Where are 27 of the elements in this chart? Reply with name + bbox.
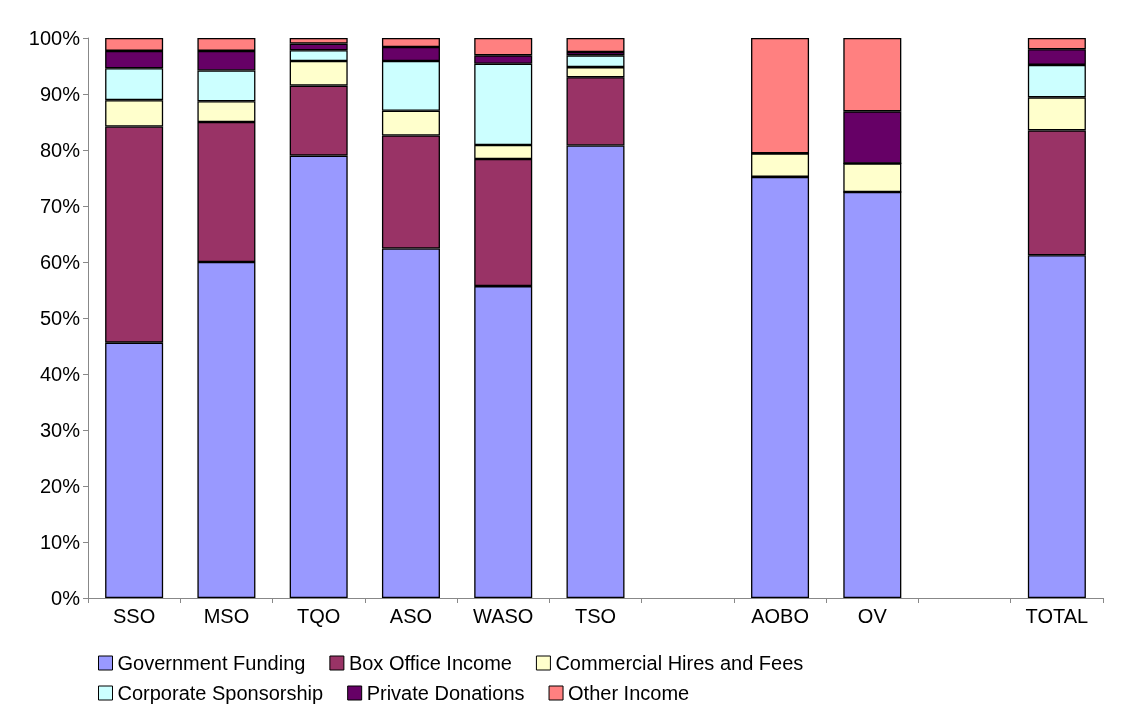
legend-label: Private Donations xyxy=(366,682,525,704)
x-tick-label: TOTAL xyxy=(1025,605,1089,627)
legend-label: Government Funding xyxy=(117,652,306,674)
legend-label: Other Income xyxy=(568,682,690,704)
y-tick-label: 90% xyxy=(39,83,81,105)
y-tick-label: 60% xyxy=(39,251,81,273)
y-tick-label: 40% xyxy=(39,363,81,385)
y-tick-label: 70% xyxy=(39,195,81,217)
y-tick-label: 10% xyxy=(39,531,81,553)
x-tick-label: AOBO xyxy=(751,605,809,627)
legend-label: Commercial Hires and Fees xyxy=(555,652,804,674)
x-tick-label: TQO xyxy=(297,605,341,627)
y-tick-label: 50% xyxy=(39,307,81,329)
legend-label: Box Office Income xyxy=(348,652,512,674)
bar xyxy=(566,38,625,52)
y-tick-label: 0% xyxy=(51,587,81,609)
y-tick-label: 30% xyxy=(39,419,81,441)
x-tick-label: SSO xyxy=(113,605,156,627)
x-tick-label: ASO xyxy=(389,605,433,627)
legend-label: Corporate Sponsorship xyxy=(117,682,324,704)
y-tick-label: 20% xyxy=(39,475,81,497)
y-tick-label: 80% xyxy=(39,139,81,161)
y-tick-label: 100% xyxy=(28,27,81,49)
x-tick-label: WASO xyxy=(473,605,534,627)
x-tick-label: MSO xyxy=(203,605,250,627)
x-tick-label: TSO xyxy=(574,605,617,627)
x-tick-label: OV xyxy=(857,605,888,627)
